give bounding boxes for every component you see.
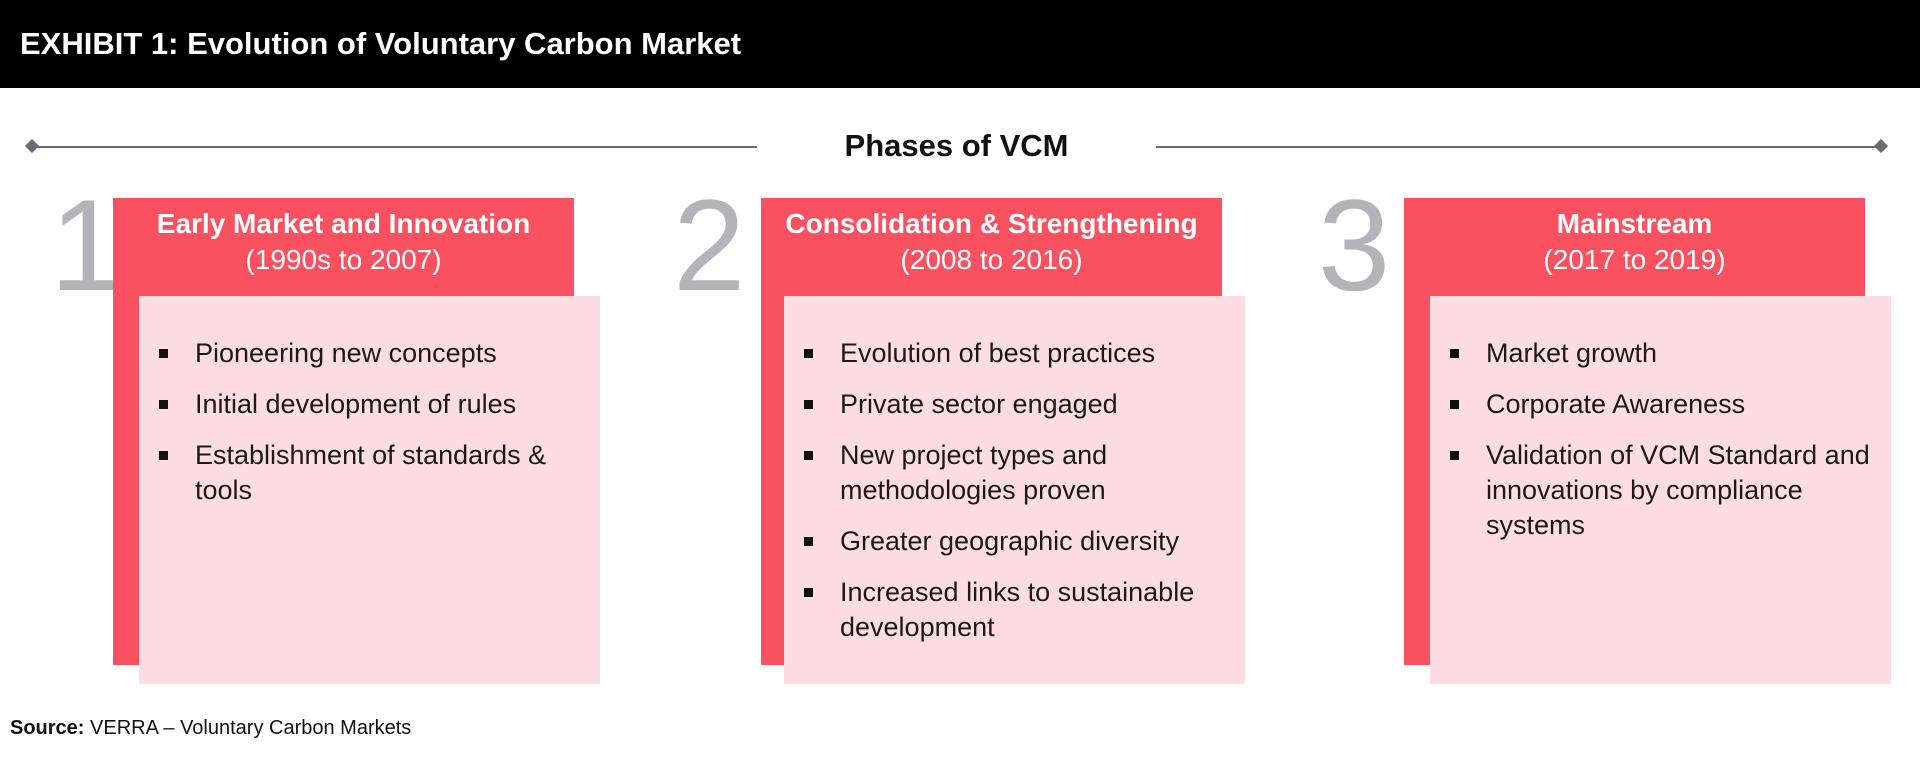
phase-content-box: Evolution of best practices Private sect…	[784, 296, 1245, 684]
bullet-text: Evolution of best practices	[840, 338, 1156, 368]
bullet-item: Private sector engaged	[804, 387, 1227, 422]
bullet-item: New project types and methodologies prov…	[804, 438, 1227, 508]
bullet-text: Private sector engaged	[840, 389, 1118, 419]
exhibit-title: EXHIBIT 1: Evolution of Voluntary Carbon…	[20, 26, 742, 61]
phase-heading: Consolidation & Strengthening (2008 to 2…	[761, 206, 1222, 278]
bullet-item: Evolution of best practices	[804, 336, 1227, 371]
bullet-item: Pioneering new concepts	[159, 336, 582, 371]
bullet-text: Market growth	[1486, 338, 1658, 368]
timeline-line-right	[1156, 146, 1882, 148]
bullet-item: Greater geographic diversity	[804, 524, 1227, 559]
timeline-line-left	[31, 146, 757, 148]
timeline-title: Phases of VCM	[844, 128, 1069, 163]
square-bullet-icon	[1450, 400, 1459, 409]
bullet-list: Evolution of best practices Private sect…	[804, 336, 1227, 645]
square-bullet-icon	[804, 400, 813, 409]
bullet-text: Validation of VCM Standard and innovatio…	[1486, 440, 1870, 540]
square-bullet-icon	[804, 349, 813, 358]
bullet-text: Greater geographic diversity	[840, 526, 1180, 556]
bullet-text: Pioneering new concepts	[195, 338, 497, 368]
timeline-diamond-right	[1873, 138, 1889, 154]
square-bullet-icon	[1450, 451, 1459, 460]
timeline-diamond-left	[24, 138, 40, 154]
phase-name: Consolidation & Strengthening	[785, 208, 1198, 239]
bullet-text: Corporate Awareness	[1486, 389, 1746, 419]
square-bullet-icon	[159, 451, 168, 460]
bullet-list: Market growth Corporate Awareness Valida…	[1450, 336, 1873, 543]
bullet-item: Market growth	[1450, 336, 1873, 371]
source-label: Source:	[10, 717, 85, 739]
phase-years: (2008 to 2016)	[900, 244, 1083, 275]
square-bullet-icon	[804, 537, 813, 546]
bullet-list: Pioneering new concepts Initial developm…	[159, 336, 582, 508]
square-bullet-icon	[804, 451, 813, 460]
bullet-item: Validation of VCM Standard and innovatio…	[1450, 438, 1873, 543]
source-note: Source: VERRA – Voluntary Carbon Markets	[10, 715, 411, 741]
phase-heading: Mainstream (2017 to 2019)	[1404, 206, 1865, 278]
bullet-text: Increased links to sustainable developme…	[840, 577, 1195, 642]
square-bullet-icon	[1450, 349, 1459, 358]
square-bullet-icon	[159, 349, 168, 358]
phase-name: Mainstream	[1556, 208, 1713, 239]
bullet-item: Corporate Awareness	[1450, 387, 1873, 422]
phase-years: (2017 to 2019)	[1543, 244, 1726, 275]
square-bullet-icon	[159, 400, 168, 409]
phase-heading: Early Market and Innovation (1990s to 20…	[113, 206, 574, 278]
phase-name: Early Market and Innovation	[156, 208, 531, 239]
bullet-text: New project types and methodologies prov…	[840, 440, 1108, 505]
source-text: VERRA – Voluntary Carbon Markets	[90, 717, 412, 739]
bullet-item: Initial development of rules	[159, 387, 582, 422]
phase-number: 2	[673, 172, 746, 318]
square-bullet-icon	[804, 588, 813, 597]
phase-number: 3	[1318, 172, 1391, 318]
phase-content-box: Pioneering new concepts Initial developm…	[139, 296, 600, 684]
bullet-text: Establishment of standards & tools	[195, 440, 547, 505]
phase-years: (1990s to 2007)	[245, 244, 442, 275]
phase-content-box: Market growth Corporate Awareness Valida…	[1430, 296, 1891, 684]
phase-number: 1	[50, 172, 123, 318]
exhibit-header: EXHIBIT 1: Evolution of Voluntary Carbon…	[0, 0, 1920, 88]
bullet-item: Establishment of standards & tools	[159, 438, 582, 508]
bullet-text: Initial development of rules	[195, 389, 517, 419]
bullet-item: Increased links to sustainable developme…	[804, 575, 1227, 645]
